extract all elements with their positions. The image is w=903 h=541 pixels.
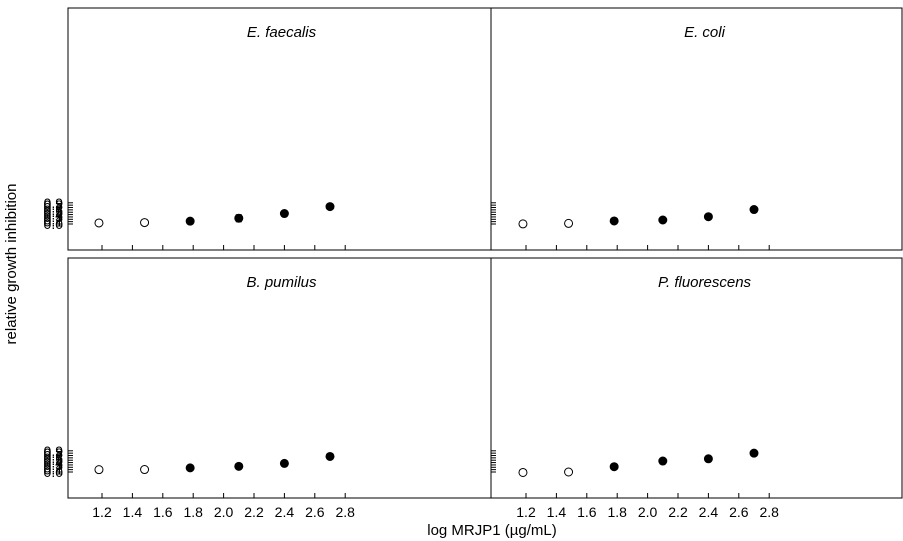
y-tick-label: 0.8 — [44, 197, 64, 213]
panel-1: 0.00.10.20.30.40.50.60.70.80.9 E. faecali… — [44, 7, 492, 251]
x-tick-label: 2.4 — [275, 504, 295, 520]
data-point-filled — [325, 202, 335, 212]
y-tick-label: 0.7 — [44, 200, 64, 216]
y-tick-label: 0.9 — [44, 443, 64, 459]
data-point-filled — [703, 454, 713, 464]
x-tick-label: 1.8 — [183, 504, 203, 520]
data-point-filled — [279, 458, 289, 468]
x-tick-label: 2.2 — [244, 504, 264, 520]
panel-3: 0.00.10.20.30.40.50.60.70.80.9 1.2 1.4 1.6 1… — [44, 257, 492, 520]
panel-frame — [67, 7, 492, 251]
y-tick-label: 0.6 — [44, 450, 64, 466]
x-tick-label: 2.6 — [305, 504, 325, 520]
data-point-filled — [609, 216, 619, 226]
y-tick-label: 0.0 — [44, 216, 64, 232]
data-point-filled — [325, 451, 335, 461]
data-point-open — [564, 218, 574, 228]
x-tick-label: 2.0 — [638, 504, 658, 520]
panel-2: E. coli — [490, 7, 903, 251]
x-tick-label: 2.6 — [729, 504, 749, 520]
y-tick-label: 0.3 — [44, 209, 64, 225]
data-point-filled — [279, 209, 289, 219]
data-point-filled — [185, 463, 195, 473]
x-tick-label: 1.8 — [607, 504, 627, 520]
y-tick-label: 0.1 — [44, 462, 64, 478]
panel-frame — [490, 7, 903, 251]
data-point-open — [94, 218, 104, 228]
data-point-open — [140, 465, 150, 475]
x-tick-label: 1.4 — [547, 504, 567, 520]
x-tick-label: 1.6 — [153, 504, 173, 520]
data-point-filled — [658, 215, 668, 225]
panel-frame — [67, 257, 492, 499]
data-point-filled — [749, 448, 759, 458]
y-tick-label: 0.1 — [44, 214, 64, 230]
y-tick-label: 0.8 — [44, 445, 64, 461]
data-point-filled — [234, 461, 244, 471]
y-tick-label: 0.7 — [44, 448, 64, 464]
data-point-filled — [703, 212, 713, 222]
y-tick-label: 0.3 — [44, 457, 64, 473]
data-point-filled — [658, 456, 668, 466]
panel-title: B. pumilus — [246, 274, 317, 291]
data-point-filled — [609, 462, 619, 472]
data-point-filled — [749, 205, 759, 215]
x-tick-label: 1.2 — [516, 504, 536, 520]
y-tick-label: 0.4 — [44, 207, 64, 223]
x-tick-label: 1.4 — [123, 504, 143, 520]
data-point-filled — [234, 213, 244, 223]
x-axis-title: log MRJP1 (µg/mL) — [427, 522, 557, 539]
y-tick-label: 0.9 — [44, 195, 64, 211]
x-tick-label: 1.2 — [92, 504, 112, 520]
y-tick-label: 0.5 — [44, 452, 64, 468]
data-point-open — [564, 467, 574, 477]
x-tick-label: 2.2 — [668, 504, 688, 520]
panel-title: E. faecalis — [247, 24, 317, 41]
panel-title: P. fluorescens — [658, 274, 752, 291]
data-point-filled — [185, 216, 195, 226]
x-tick-label: 2.4 — [699, 504, 719, 520]
data-point-open — [518, 219, 528, 229]
x-tick-label: 2.0 — [214, 504, 234, 520]
data-point-open — [94, 465, 104, 475]
y-tick-label: 0.5 — [44, 204, 64, 220]
y-tick-label: 0.2 — [44, 459, 64, 475]
y-tick-label: 0.4 — [44, 455, 64, 471]
y-tick-label: 0.6 — [44, 202, 64, 218]
panel-title: E. coli — [684, 24, 726, 41]
x-tick-label: 2.8 — [335, 504, 355, 520]
y-tick-label: 0.2 — [44, 211, 64, 227]
data-point-open — [140, 218, 150, 228]
x-tick-label: 2.8 — [759, 504, 779, 520]
x-tick-label: 1.6 — [577, 504, 597, 520]
y-tick-label: 0.0 — [44, 464, 64, 480]
panel-4: 1.2 1.4 1.6 1.8 2.0 2.2 2.4 2.6 2.8 P. fluorescen… — [490, 257, 903, 520]
panel-frame — [490, 257, 903, 499]
y-axis-title: relative growth inhibition — [3, 184, 20, 345]
data-point-open — [518, 467, 528, 477]
